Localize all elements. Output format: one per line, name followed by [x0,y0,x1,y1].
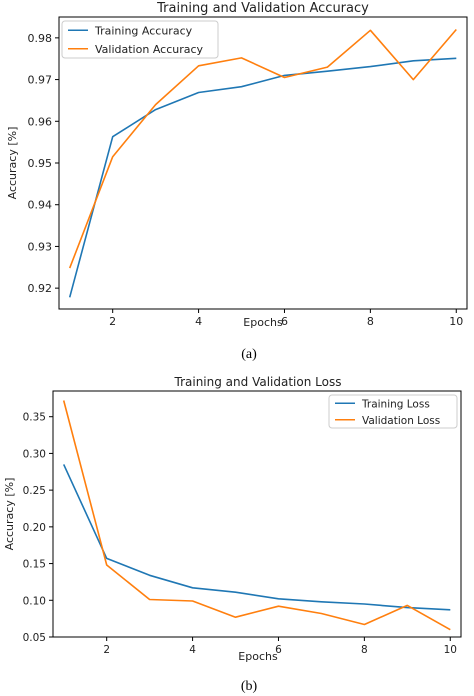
x-tick-label: 4 [195,315,202,328]
y-axis-label: Accuracy [%] [6,127,19,200]
x-axis: 2 4 6 8 10 [103,637,457,656]
y-tick-label: 0.35 [23,412,46,424]
y-axis-label: Accuracy [%] [3,478,16,551]
y-tick-label: 0.98 [28,32,53,45]
x-tick-label: 8 [367,315,374,328]
chart-title: Training and Validation Accuracy [156,1,369,16]
x-axis: 2 4 6 8 10 [109,309,463,328]
y-tick-label: 0.25 [23,485,46,497]
y-tick-label: 0.94 [28,199,53,212]
legend-label: Validation Accuracy [95,43,204,56]
plot-lines [62,400,451,631]
y-tick-label: 0.15 [23,559,46,571]
chart-title: Training and Validation Loss [174,375,342,389]
legend-label: Training Accuracy [94,24,193,37]
x-axis-label: Epochs [238,650,278,663]
x-tick-label: 6 [275,644,282,656]
series-line-validation-loss [62,400,451,631]
plot-frame [52,390,462,638]
y-axis: 0.92 0.93 0.94 0.95 0.96 0.97 0.98 [28,32,59,295]
loss-chart: Training and Validation Loss 0.05 0.10 0.1… [3,375,462,694]
series-line-training-loss [62,464,451,611]
y-tick-label: 0.05 [23,632,46,644]
series-line-validation-accuracy [68,28,457,269]
y-tick-label: 0.93 [28,240,53,253]
x-axis-label: Epochs [243,316,283,329]
y-tick-label: 0.96 [28,115,53,128]
x-tick-label: 10 [444,644,457,656]
y-tick-label: 0.95 [28,157,53,170]
y-tick-label: 0.10 [23,595,46,607]
x-tick-label: 10 [449,315,463,328]
y-tick-label: 0.30 [23,448,46,460]
legend: Training Loss Validation Loss [328,394,458,429]
x-tick-label: 2 [109,315,116,328]
accuracy-chart: Training and Validation Accuracy 0.920.9… [6,1,468,362]
y-axis: 0.05 0.10 0.15 0.20 0.25 0.30 0.35 [23,412,53,644]
legend: Training Accuracy Validation Accuracy [61,20,219,59]
figure-caption: (a) [241,347,257,362]
legend-box [61,20,219,59]
series-line-training-accuracy [68,57,457,298]
y-tick-label: 0.92 [28,282,53,295]
plot-lines [68,28,457,298]
x-tick-label: 8 [361,644,368,656]
x-tick-label: 6 [281,315,288,328]
plot-frame [58,16,468,310]
legend-label: Validation Loss [362,415,440,427]
y-tick-label: 0.97 [28,74,53,87]
y-tick-label: 0.20 [23,522,46,534]
figure-caption: (b) [241,679,258,694]
legend-box [328,394,458,429]
x-tick-label: 2 [103,644,110,656]
legend-label: Training Loss [361,398,430,410]
x-tick-label: 4 [189,644,196,656]
